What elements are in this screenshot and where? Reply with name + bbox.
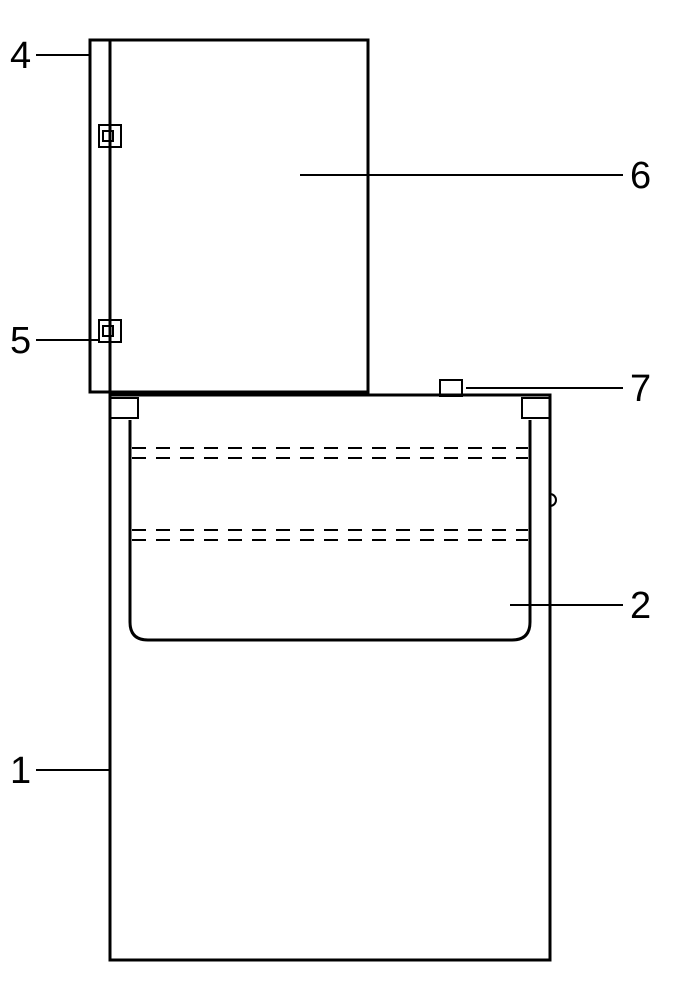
label-l7: 7 [630,368,651,410]
rim-cap-left [110,398,138,418]
base-cabinet [110,395,550,960]
upper-panel [90,40,368,392]
label-l4: 4 [10,35,31,77]
label-l5: 5 [10,320,31,362]
technical-figure: 4 5 1 6 7 2 [0,0,679,1000]
rim-cap-right [522,398,550,418]
label-l2: 2 [630,585,651,627]
label-l1: 1 [10,750,31,792]
label-l6: 6 [630,155,651,197]
